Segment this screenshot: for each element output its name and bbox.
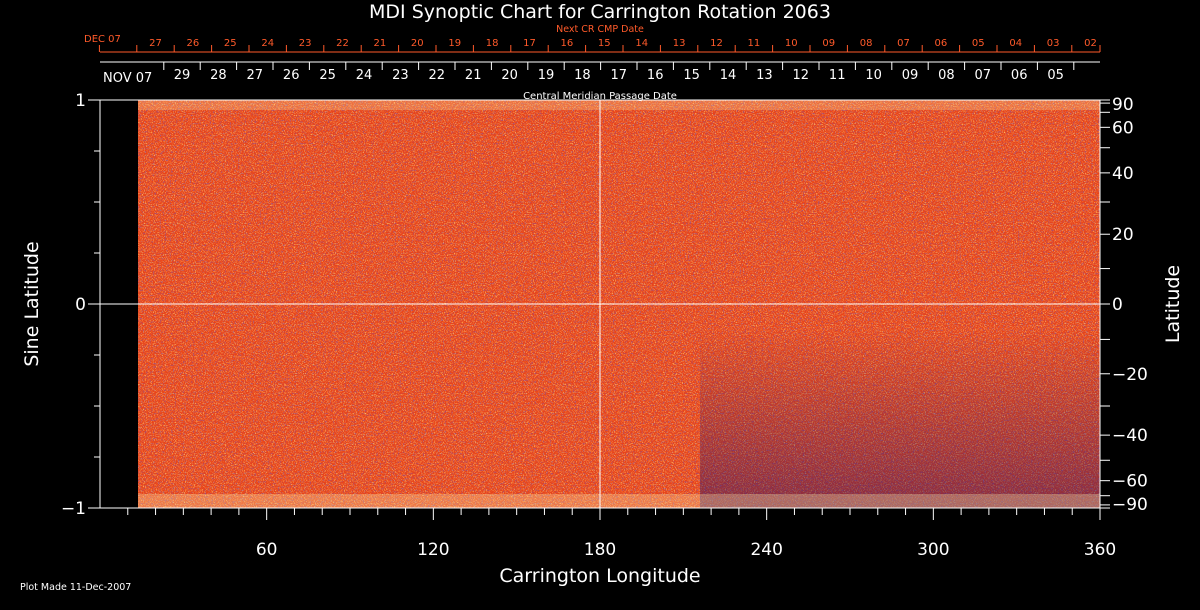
date-axis-date: 26 bbox=[283, 68, 300, 83]
y-right-tick-label: −90 bbox=[1112, 495, 1148, 515]
date-axis-date: 24 bbox=[356, 68, 373, 83]
top-axis-date: 26 bbox=[187, 38, 200, 49]
top-axis-date: 20 bbox=[411, 38, 424, 49]
y-right-tick-label: −40 bbox=[1112, 426, 1148, 446]
date-axis-date: 29 bbox=[174, 68, 191, 83]
date-axis-date: 22 bbox=[429, 68, 446, 83]
plot-made-footer: Plot Made 11-Dec-2007 bbox=[20, 582, 131, 593]
date-axis-date: 14 bbox=[720, 68, 737, 83]
top-axis-date: 11 bbox=[748, 38, 761, 49]
top-axis-date: 23 bbox=[299, 38, 312, 49]
date-axis-date: 16 bbox=[647, 68, 664, 83]
date-axis-date: 27 bbox=[247, 68, 264, 83]
top-axis-date: 03 bbox=[1047, 38, 1060, 49]
top-axis-date: 18 bbox=[486, 38, 499, 49]
top-axis-date: 21 bbox=[374, 38, 387, 49]
top-axis-date: 09 bbox=[822, 38, 835, 49]
southeast-dark-region bbox=[700, 330, 1100, 508]
top-axis-date: 14 bbox=[635, 38, 648, 49]
y-right-tick-labels: 90 60 40 20 0 −20 −40 −60 −90 bbox=[1112, 95, 1148, 515]
y-left-tick-label: −1 bbox=[61, 499, 86, 519]
y-right-axis-label: Latitude bbox=[1162, 265, 1184, 343]
top-axis-month: DEC 07 bbox=[84, 34, 121, 45]
top-axis-date: 27 bbox=[149, 38, 162, 49]
y-right-tick-label: 40 bbox=[1112, 164, 1134, 184]
y-right-tick-label: −20 bbox=[1112, 365, 1148, 385]
x-tick-label: 180 bbox=[584, 540, 616, 560]
y-right-tick-label: 60 bbox=[1112, 118, 1134, 138]
top-axis-date: 12 bbox=[710, 38, 723, 49]
top-axis-date: 05 bbox=[972, 38, 985, 49]
date-axis-date: 06 bbox=[1011, 68, 1028, 83]
top-axis-date: 17 bbox=[523, 38, 536, 49]
x-tick-label: 300 bbox=[917, 540, 949, 560]
date-axis-date: 15 bbox=[683, 68, 700, 83]
date-axis-date: 18 bbox=[574, 68, 591, 83]
top-axis-date: 13 bbox=[673, 38, 686, 49]
date-axis-dates: 29 28 27 26 25 24 23 22 21 20 19 18 17 16 15 14 13 12 11 10… bbox=[174, 68, 1064, 83]
x-tick-labels: 60 120 180 240 300 360 bbox=[256, 540, 1116, 560]
y-left-tick-label: 0 bbox=[75, 295, 86, 315]
x-tick-label: 360 bbox=[1084, 540, 1116, 560]
date-axis-date: 19 bbox=[538, 68, 555, 83]
y-right-tick-label: 90 bbox=[1112, 95, 1134, 115]
north-pole-noise-band bbox=[138, 100, 1100, 110]
y-left-tick-label: 1 bbox=[75, 91, 86, 111]
date-axis-date: 10 bbox=[865, 68, 882, 83]
top-axis-date: 04 bbox=[1009, 38, 1022, 49]
top-axis-date: 25 bbox=[224, 38, 237, 49]
date-axis-date: 20 bbox=[501, 68, 518, 83]
date-axis-date: 07 bbox=[975, 68, 992, 83]
top-axis-label: Next CR CMP Date bbox=[556, 24, 644, 35]
x-tick-label: 240 bbox=[750, 540, 782, 560]
date-axis-date: 23 bbox=[392, 68, 409, 83]
date-axis-date: 05 bbox=[1047, 68, 1064, 83]
axes bbox=[88, 45, 1110, 520]
date-axis-date: 12 bbox=[793, 68, 810, 83]
date-axis-date: 17 bbox=[611, 68, 628, 83]
top-axis-date: 19 bbox=[448, 38, 461, 49]
x-tick-label: 60 bbox=[256, 540, 278, 560]
x-axis-label: Carrington Longitude bbox=[499, 565, 700, 587]
top-axis-date: 15 bbox=[598, 38, 611, 49]
date-axis-date: 08 bbox=[938, 68, 955, 83]
date-axis-date: 21 bbox=[465, 68, 482, 83]
y-right-tick-label: 0 bbox=[1112, 295, 1123, 315]
top-axis-dates: 27 26 25 24 23 22 21 20 19 18 17 16 15 14 13 12 11 10 09 08… bbox=[149, 38, 1097, 49]
top-axis-date: 22 bbox=[336, 38, 349, 49]
y-right-tick-label: −60 bbox=[1112, 472, 1148, 492]
date-axis-label: Central Meridian Passage Date bbox=[523, 91, 677, 102]
date-axis-month: NOV 07 bbox=[103, 71, 152, 86]
y-right-tick-label: 20 bbox=[1112, 225, 1134, 245]
x-tick-label: 120 bbox=[417, 540, 449, 560]
top-axis-date: 07 bbox=[897, 38, 910, 49]
south-pole-noise-band bbox=[138, 494, 1100, 508]
top-axis-date: 16 bbox=[561, 38, 574, 49]
top-axis-date: 02 bbox=[1084, 38, 1097, 49]
plot-area bbox=[100, 100, 1100, 508]
top-axis-date: 08 bbox=[860, 38, 873, 49]
date-axis-date: 28 bbox=[210, 68, 227, 83]
chart-title: MDI Synoptic Chart for Carrington Rotati… bbox=[369, 1, 831, 23]
date-axis-date: 09 bbox=[902, 68, 919, 83]
top-axis-date: 10 bbox=[785, 38, 798, 49]
date-axis-date: 25 bbox=[319, 68, 336, 83]
top-axis-date: 06 bbox=[935, 38, 948, 49]
y-left-tick-labels: 1 0 −1 bbox=[61, 91, 86, 519]
date-axis-date: 11 bbox=[829, 68, 846, 83]
y-left-axis-label: Sine Latitude bbox=[21, 241, 43, 366]
top-axis-date: 24 bbox=[261, 38, 274, 49]
date-axis-date: 13 bbox=[756, 68, 773, 83]
